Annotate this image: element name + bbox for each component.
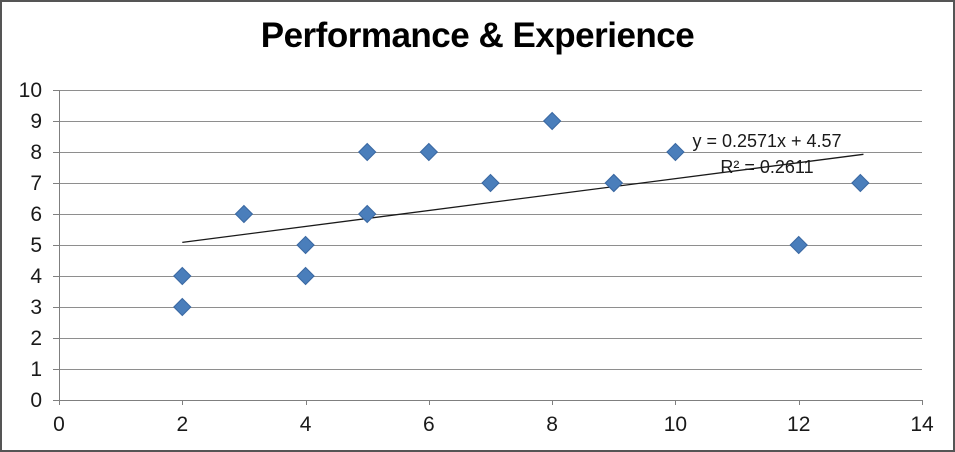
chart-title: Performance & Experience — [260, 16, 695, 55]
y-tick-label: 6 — [30, 203, 42, 226]
trendline — [182, 153, 864, 244]
data-point-marker — [481, 173, 500, 193]
data-point-marker — [789, 235, 808, 255]
y-tick-label: 0 — [30, 389, 42, 412]
data-point-marker — [542, 111, 562, 131]
trendline-annotation: y = 0.2571x + 4.57 R² = 0.2611 — [661, 128, 873, 180]
x-tick-label: 6 — [423, 413, 435, 436]
x-tick-label: 12 — [787, 413, 810, 436]
data-point-marker — [358, 142, 377, 162]
data-point-marker — [173, 266, 192, 286]
data-point-marker — [666, 142, 685, 162]
y-tick-label: 1 — [30, 358, 42, 381]
x-tick-label: 4 — [300, 413, 312, 436]
y-tick-label: 4 — [30, 265, 42, 288]
data-point-marker — [419, 142, 439, 162]
y-tick-label: 9 — [30, 110, 42, 133]
y-tick-label: 7 — [30, 172, 42, 195]
y-tick-label: 8 — [30, 141, 42, 164]
x-tick-label: 0 — [53, 413, 65, 436]
x-tick-label: 10 — [664, 413, 687, 436]
y-tick-label: 5 — [30, 234, 42, 257]
data-point-marker — [296, 266, 315, 286]
y-tick-label: 3 — [30, 296, 42, 319]
x-tick-label: 14 — [910, 413, 934, 436]
data-point-marker — [358, 204, 377, 224]
trendline-equation-label: y = 0.2571x + 4.57 — [692, 131, 842, 151]
data-point-marker — [296, 235, 315, 255]
trendline-r-squared-label: R² = 0.2611 — [720, 157, 814, 177]
y-tick-label: 2 — [30, 327, 42, 350]
data-point-marker — [604, 173, 623, 193]
data-point-marker — [234, 204, 254, 224]
x-tick-label: 2 — [176, 413, 188, 436]
y-tick-label: 10 — [19, 79, 42, 102]
x-tick-label: 8 — [546, 413, 558, 436]
data-point-marker — [173, 297, 192, 317]
data-point-marker — [851, 173, 870, 193]
